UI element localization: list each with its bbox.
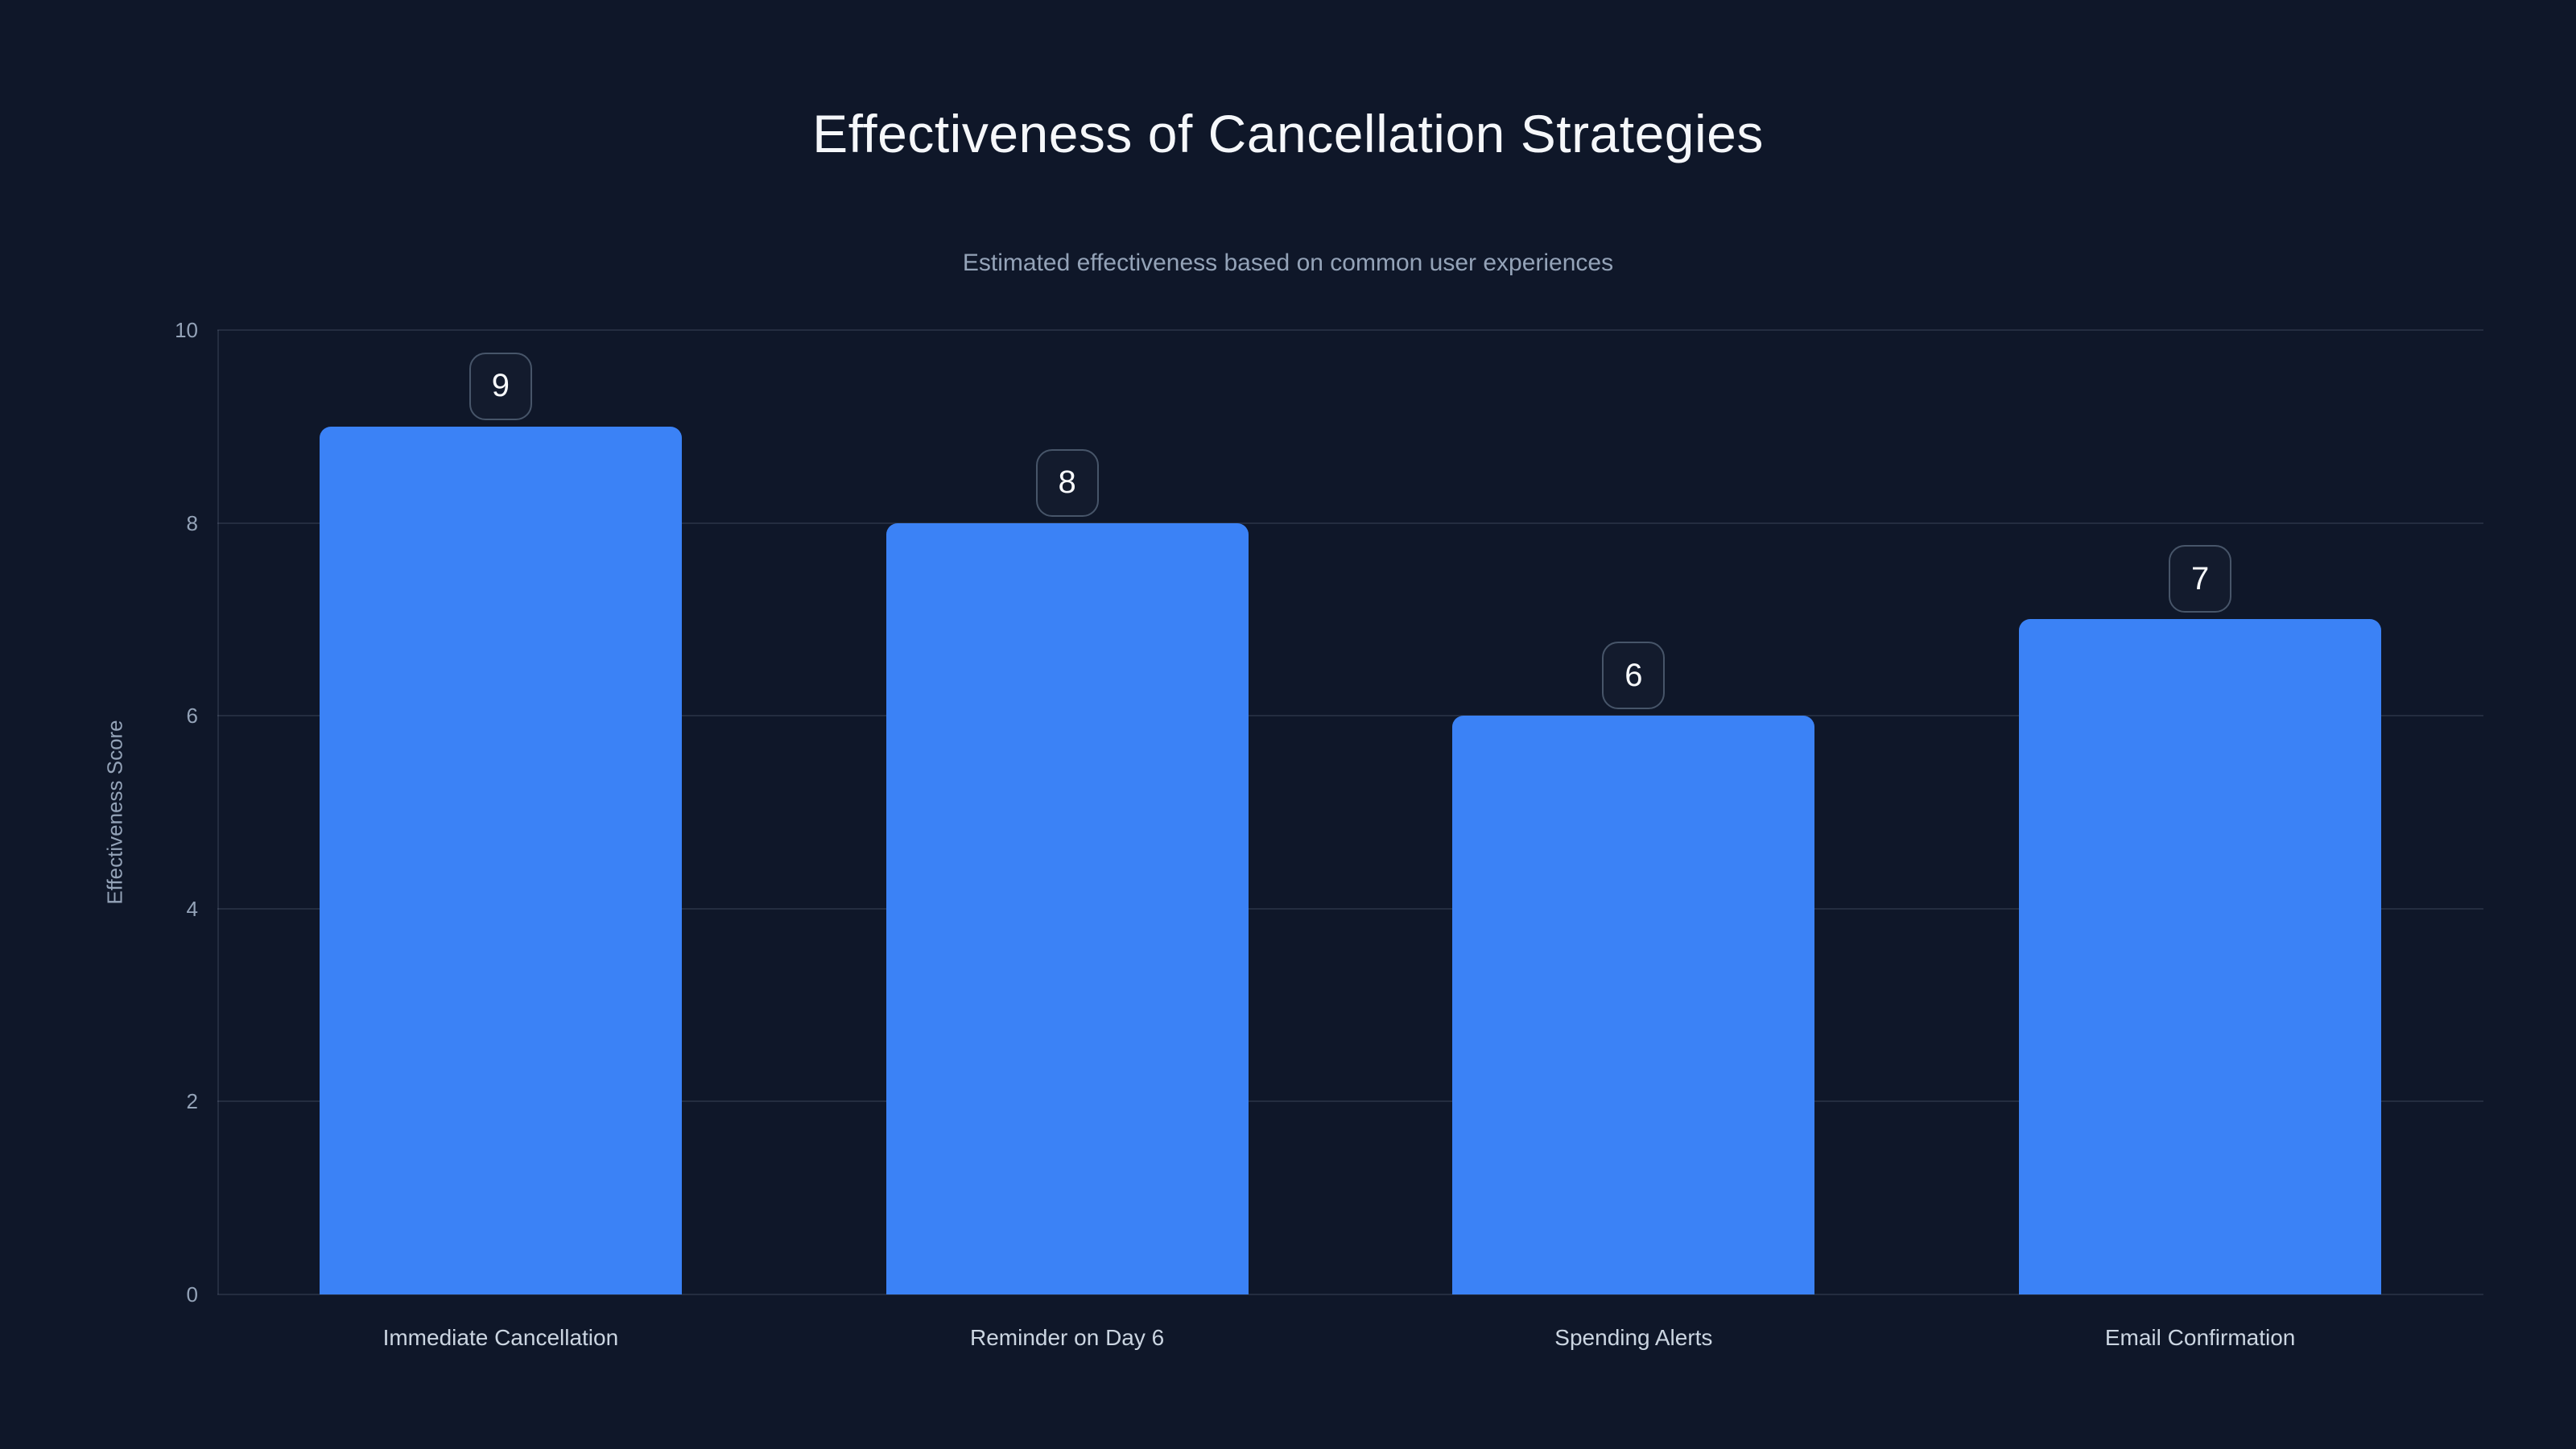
gridline [217, 522, 2483, 524]
y-axis-tick-label: 0 [186, 1282, 198, 1307]
value-badge-immediate-cancellation: 9 [469, 352, 532, 420]
value-badge-reminder-on-day-6: 8 [1035, 448, 1099, 517]
bar-spending-alerts [1452, 716, 1815, 1294]
gridline [217, 907, 2483, 910]
x-axis-label-email-confirmation: Email Confirmation [2104, 1325, 2296, 1350]
gridline [217, 1100, 2483, 1103]
bar-email-confirmation [2019, 619, 2382, 1294]
y-axis-tick-label: 6 [186, 704, 198, 729]
gridline [217, 329, 2483, 331]
chart-subtitle: Estimated effectiveness based on common … [962, 250, 1614, 276]
x-axis-label-reminder-on-day-6: Reminder on Day 6 [970, 1325, 1165, 1350]
chart-title: Effectiveness of Cancellation Strategies [812, 104, 1764, 163]
value-badge-spending-alerts: 6 [1602, 642, 1666, 710]
value-badge-email-confirmation: 7 [2169, 545, 2232, 613]
y-axis-tick-label: 2 [186, 1089, 198, 1114]
x-axis-label-spending-alerts: Spending Alerts [1554, 1325, 1713, 1350]
plot-area: 9 Immediate Cancellation 8 Reminder on Day … [217, 329, 2483, 1350]
y-axis-tick-label: 10 [175, 318, 198, 342]
y-axis-tick-label: 8 [186, 510, 198, 535]
gridline [217, 715, 2483, 717]
x-axis-label-immediate-cancellation: Immediate Cancellation [382, 1325, 619, 1350]
y-axis-tick-label: 4 [186, 896, 198, 921]
bar-immediate-cancellation [319, 426, 682, 1294]
y-axis-ticks: 0 2 4 6 8 10 [0, 318, 198, 1307]
bar-reminder-on-day-6 [886, 522, 1249, 1294]
y-axis-line [217, 330, 219, 1294]
gridline [217, 1294, 2483, 1295]
